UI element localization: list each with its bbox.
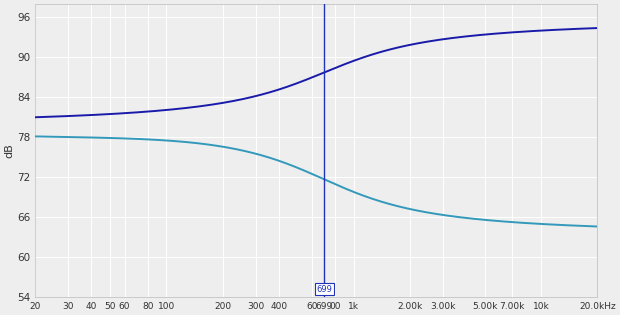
Text: 699: 699 <box>316 285 332 294</box>
Y-axis label: dB: dB <box>4 143 14 158</box>
